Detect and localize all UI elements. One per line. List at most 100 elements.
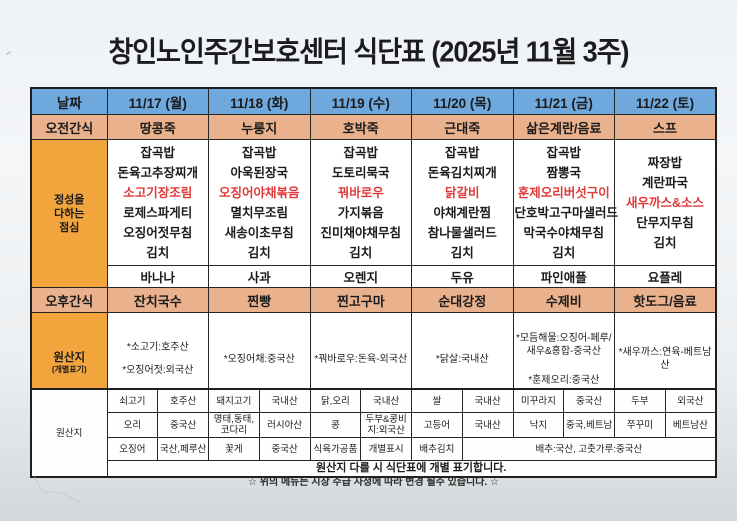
dessert-mon: 바나나 <box>106 265 209 288</box>
origin-cell: 쭈꾸미 <box>614 412 666 438</box>
origin-cell: 두부&콩비지:외국산 <box>360 412 412 438</box>
lunch-label-line: 다하는 <box>54 207 85 220</box>
origin-note: *오징어채:중국산 <box>223 353 295 365</box>
origin-cell: 중국산 <box>258 437 311 461</box>
origin-cell: 돼지고기 <box>208 388 260 413</box>
origin-note: *닭살:국내산 <box>435 353 489 365</box>
menu-item: 도토리묵국 <box>331 166 390 180</box>
origin-cell: 오리 <box>106 412 159 438</box>
origin-cell: 닭,오리 <box>309 388 362 413</box>
menu-item-highlight: 소고기장조림 <box>123 186 193 200</box>
menu-item: 로제스파게티 <box>123 206 193 220</box>
scan-artifact-squiggle <box>33 475 81 503</box>
menu-item: 잡곡밥 <box>546 146 581 160</box>
morning-snack-row: 오전간식 땅콩죽 누룽지 호박죽 근대죽 삶은계란/음료 스프 <box>30 114 717 140</box>
origin-cell: 고등어 <box>411 412 463 438</box>
origin-cell: 중국산 <box>157 412 209 438</box>
afternoon-snack-sat: 핫도그/음료 <box>614 287 717 313</box>
menu-item: 계란파국 <box>641 176 688 190</box>
origin-cell: 중국,베트남 <box>563 412 615 438</box>
morning-snack-wed: 호박죽 <box>309 114 412 140</box>
origin-note: *새우까스:연육-베트남산 <box>618 347 712 371</box>
origin-cell: 두부 <box>614 388 666 413</box>
origin-notes-label-sub: (개별표기) <box>51 365 87 374</box>
origin-summary-table: 원산지 쇠고기 호주산 돼지고기 국내산 닭,오리 국내산 쌀 국내산 미꾸라지… <box>30 388 717 478</box>
origin-note: *모듬해물:오징어-페루/새우&홍합-중국산 <box>515 332 612 357</box>
dessert-row: 바나나 사과 오렌지 두유 파인애플 요플레 <box>31 265 717 288</box>
origin-row-3: 오징어 국산,페루산 꽃게 중국산 식육가공품 개별표시 배추김치 배추:국산,… <box>31 437 717 461</box>
menu-item: 단호박고구마샐러드 <box>514 206 619 220</box>
meal-plan-table: 날짜 11/17 (월) 11/18 (화) 11/19 (수) 11/20 (… <box>30 87 717 412</box>
afternoon-snack-fri: 수제비 <box>512 287 615 313</box>
afternoon-snack-wed: 찐고구마 <box>309 287 412 313</box>
origin-cell: 러시아산 <box>258 412 311 438</box>
morning-snack-tue: 누룽지 <box>208 114 311 140</box>
origin-cell: 쇠고기 <box>106 388 159 413</box>
menu-item-highlight: 새우까스&소스 <box>625 196 705 210</box>
dessert-sat: 요플레 <box>614 265 717 288</box>
origin-cell-kimchi: 배추:국산, 고춧가루:중국산 <box>461 437 717 461</box>
menu-item: 가지볶음 <box>337 206 384 220</box>
origin-cell: 미꾸라지 <box>512 388 565 413</box>
morning-snack-thu: 근대죽 <box>411 114 514 140</box>
date-fri: 11/21 (금) <box>512 87 615 115</box>
origin-label: 원산지 <box>30 388 108 478</box>
menu-item: 김치 <box>349 246 373 260</box>
menu-item: 김치 <box>552 246 576 260</box>
dessert-fri: 파인애플 <box>512 265 615 288</box>
menu-item: 진미채야채무침 <box>320 226 401 240</box>
origin-cell: 식육가공품 <box>309 437 362 461</box>
afternoon-snack-label: 오후간식 <box>30 287 108 313</box>
dessert-thu: 두유 <box>411 265 514 288</box>
afternoon-snack-row: 오후간식 잔치국수 찐빵 찐고구마 순대강정 수제비 핫도그/음료 <box>30 287 717 313</box>
date-thu: 11/20 (목) <box>411 87 514 115</box>
origin-cell: 명태,동태,코다리 <box>208 412 260 438</box>
menu-item-highlight: 꿔바로우 <box>337 186 384 200</box>
menu-item: 잡곡밥 <box>343 146 378 160</box>
origin-note: *오징어젓:외국산 <box>122 365 194 376</box>
menu-item-highlight: 오징어야채볶음 <box>218 186 300 200</box>
origin-row-2: 오리 중국산 명태,동태,코다리 러시아산 콩 두부&콩비지:외국산 고등어 국… <box>31 412 717 438</box>
lunch-label-line: 정성을 <box>54 193 85 206</box>
menu-item: 잡곡밥 <box>140 146 175 160</box>
lunch-label: 정성을 다하는 점심 <box>30 139 108 288</box>
lunch-menu-sat: 짜장밥 계란파국 새우까스&소스 단무지무침 김치 <box>614 139 717 266</box>
menu-item: 참나물샐러드 <box>427 226 497 240</box>
menu-item: 돈육김치찌개 <box>427 166 497 180</box>
date-label: 날짜 <box>30 87 108 115</box>
origin-cell: 국내산 <box>360 388 412 413</box>
date-wed: 11/19 (수) <box>309 87 412 115</box>
morning-snack-mon: 땅콩죽 <box>106 114 209 140</box>
afternoon-snack-thu: 순대강정 <box>411 287 514 313</box>
lunch-label-line: 점심 <box>59 221 80 234</box>
menu-item: 김치 <box>653 236 677 250</box>
menu-item: 막국수야채무침 <box>523 226 604 240</box>
date-row: 날짜 11/17 (월) 11/18 (화) 11/19 (수) 11/20 (… <box>30 87 717 115</box>
lunch-row: 정성을 다하는 점심 잡곡밥 돈육고추장찌개 소고기장조림 로제스파게티 오징어… <box>30 139 717 288</box>
lunch-menu-wed: 잡곡밥 도토리묵국 꿔바로우 가지볶음 진미채야채무침 김치 <box>309 139 412 266</box>
menu-item: 김치 <box>450 246 474 260</box>
menu-item: 짜장밥 <box>647 156 683 170</box>
origin-cell: 콩 <box>309 412 362 438</box>
menu-item: 새송이초무침 <box>224 226 294 240</box>
afternoon-snack-mon: 잔치국수 <box>106 287 209 313</box>
origin-cell: 오징어 <box>106 437 159 461</box>
menu-item: 아욱된장국 <box>230 166 288 180</box>
morning-snack-sat: 스프 <box>614 114 717 140</box>
origin-cell: 꽃게 <box>208 437 260 461</box>
menu-change-disclaimer: ☆ 위의 메뉴는 시장 수급 사정에 따라 변경 될수 있습니다. ☆ <box>248 477 499 488</box>
morning-snack-fri: 삶은계란/음료 <box>512 114 615 140</box>
menu-item-highlight: 훈제오리버섯구이 <box>517 186 610 200</box>
origin-notice-row: 원산지 다를 시 식단표에 개별 표기합니다. <box>31 460 717 478</box>
date-sat: 11/22 (토) <box>614 87 717 115</box>
origin-cell: 국산,페루산 <box>157 437 209 461</box>
menu-item: 야채계란찜 <box>433 206 491 220</box>
origin-cell: 배추김치 <box>411 437 463 461</box>
menu-item: 오징어젓무침 <box>123 226 193 240</box>
origin-row-1: 원산지 쇠고기 호주산 돼지고기 국내산 닭,오리 국내산 쌀 국내산 미꾸라지… <box>30 388 717 478</box>
dessert-wed: 오렌지 <box>309 265 412 288</box>
origin-cell: 국내산 <box>461 388 514 413</box>
menu-item: 잡곡밥 <box>444 146 480 160</box>
menu-item: 잡곡밥 <box>241 146 277 160</box>
